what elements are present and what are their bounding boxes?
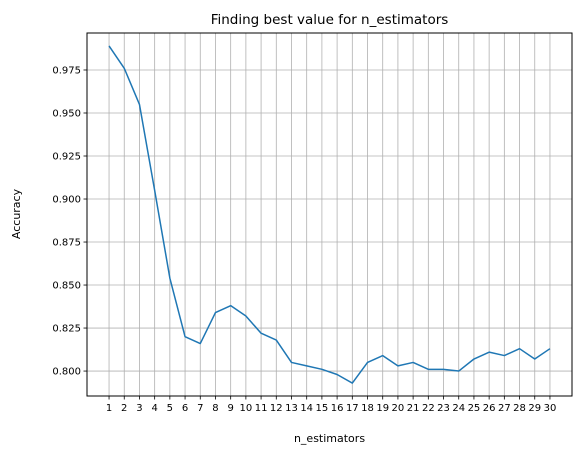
y-tick-label: 0.975	[52, 65, 81, 76]
x-tick-label: 23	[437, 403, 450, 414]
x-tick-label: 11	[255, 403, 268, 414]
x-tick-label: 26	[483, 403, 496, 414]
accuracy-line	[108, 45, 551, 384]
x-tick-label: 19	[376, 403, 389, 414]
y-axis: 0.800 0.825 0.850 0.875 0.900 0.925 0.950 0.975	[52, 65, 87, 378]
x-tick-label: 24	[452, 403, 465, 414]
y-tick-label: 0.800	[52, 367, 81, 378]
y-axis-label: Accuracy	[10, 188, 23, 239]
x-axis: 1 2 3 4 5 6 7 8 9 10 11 12 13 14 15 16 17 18 19 20 21 22 23 24 2…	[106, 396, 556, 414]
x-tick-label: 10	[240, 403, 253, 414]
x-tick-label: 15	[316, 403, 329, 414]
plot-frame	[86, 32, 573, 397]
x-tick-label: 25	[468, 403, 481, 414]
x-tick-label: 1	[106, 403, 112, 414]
x-tick-label: 2	[121, 403, 127, 414]
x-tick-label: 3	[136, 403, 142, 414]
y-tick-label: 0.900	[52, 195, 81, 206]
x-tick-label: 29	[528, 403, 541, 414]
x-tick-label: 17	[346, 403, 359, 414]
y-tick-label: 0.850	[52, 281, 81, 292]
y-tick-label: 0.925	[52, 152, 81, 163]
x-tick-label: 6	[182, 403, 188, 414]
x-axis-label: n_estimators	[294, 432, 365, 445]
x-tick-label: 28	[513, 403, 526, 414]
y-tick-label: 0.825	[52, 324, 81, 335]
x-tick-label: 20	[392, 403, 405, 414]
x-tick-label: 18	[361, 403, 374, 414]
x-tick-label: 30	[544, 403, 557, 414]
x-tick-label: 13	[285, 403, 298, 414]
x-tick-label: 9	[227, 403, 233, 414]
x-tick-label: 27	[498, 403, 511, 414]
y-tick-label: 0.875	[52, 238, 81, 249]
x-tick-label: 12	[270, 403, 283, 414]
chart-title: Finding best value for n_estimators	[211, 12, 449, 28]
x-tick-label: 7	[197, 403, 203, 414]
x-tick-label: 22	[422, 403, 435, 414]
x-tick-label: 16	[331, 403, 344, 414]
x-tick-label: 21	[407, 403, 420, 414]
x-tick-label: 14	[300, 403, 313, 414]
x-tick-label: 5	[167, 403, 173, 414]
x-tick-label: 8	[212, 403, 218, 414]
x-tick-label: 4	[151, 403, 157, 414]
y-tick-label: 0.950	[52, 108, 81, 119]
grid	[87, 33, 572, 396]
